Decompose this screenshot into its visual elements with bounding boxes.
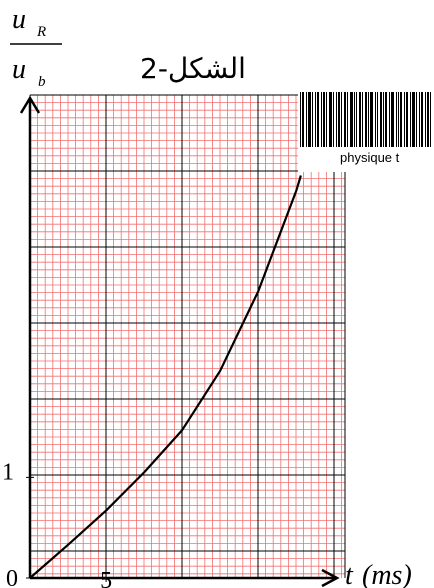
y-label: u R u b bbox=[10, 4, 62, 90]
barcode-bar bbox=[362, 92, 363, 147]
barcode-bar bbox=[338, 92, 340, 147]
barcode-bar bbox=[347, 92, 348, 147]
barcode-bar bbox=[419, 92, 420, 147]
graph-paper bbox=[29, 94, 346, 578]
barcode-bar bbox=[430, 92, 431, 147]
barcode-bar bbox=[370, 92, 373, 147]
barcode-bar bbox=[383, 92, 384, 147]
x-label-var: t bbox=[345, 560, 354, 588]
barcode-bar bbox=[375, 92, 376, 147]
barcode-bar bbox=[356, 92, 357, 147]
barcode-bar bbox=[425, 92, 426, 147]
barcode-bar bbox=[400, 92, 402, 147]
origin-label: 0 bbox=[6, 566, 18, 588]
barcode-bar bbox=[312, 92, 313, 147]
barcode-bar bbox=[333, 92, 334, 147]
barcode-bar bbox=[300, 92, 301, 147]
barcode-bar bbox=[396, 92, 397, 147]
barcode-bar bbox=[391, 92, 394, 147]
x-tick-label: 5 bbox=[100, 568, 112, 588]
barcode-bar bbox=[344, 92, 346, 147]
barcode-bar bbox=[377, 92, 378, 147]
barcode-bar bbox=[410, 92, 411, 147]
barcode-bar bbox=[365, 92, 367, 147]
barcode-bar bbox=[326, 92, 327, 147]
curve bbox=[29, 175, 302, 579]
x-label-unit: (ms) bbox=[362, 560, 412, 588]
y-label-den-sub: b bbox=[38, 74, 46, 90]
barcode-bar bbox=[416, 92, 417, 147]
barcode-bar bbox=[389, 92, 390, 147]
barcode-watermark: physique t bbox=[298, 90, 434, 172]
barcode-bar bbox=[385, 92, 387, 147]
barcode-bar bbox=[380, 92, 382, 147]
barcode-bar bbox=[341, 92, 342, 147]
barcode-bar bbox=[315, 92, 316, 147]
chart-title: الشكل-2 bbox=[140, 52, 246, 85]
barcode-bar bbox=[359, 92, 361, 147]
barcode-bar bbox=[302, 92, 304, 147]
barcode-bar bbox=[336, 92, 337, 147]
y-label-num-sub: R bbox=[36, 24, 46, 40]
barcode-bar bbox=[412, 92, 415, 147]
barcode-bar bbox=[306, 92, 307, 147]
barcode-bar bbox=[317, 92, 319, 147]
barcode-bar bbox=[321, 92, 322, 147]
barcode-bar bbox=[323, 92, 325, 147]
barcode-bar bbox=[329, 92, 332, 147]
watermark-text: physique t bbox=[340, 150, 400, 165]
y-tick-label: 1 bbox=[2, 459, 14, 485]
y-label-num: u bbox=[12, 4, 26, 35]
barcode-bar bbox=[427, 92, 429, 147]
y-label-den: u bbox=[12, 54, 26, 85]
barcode-bar bbox=[404, 92, 405, 147]
barcode-bar bbox=[308, 92, 311, 147]
y-axis-arrow bbox=[19, 95, 41, 114]
barcode-bar bbox=[398, 92, 399, 147]
barcode-bar bbox=[350, 92, 353, 147]
barcode-bar bbox=[354, 92, 355, 147]
x-axis-arrow bbox=[321, 568, 340, 588]
barcode-bar bbox=[421, 92, 423, 147]
barcode-bar bbox=[368, 92, 369, 147]
barcode-bar bbox=[406, 92, 408, 147]
